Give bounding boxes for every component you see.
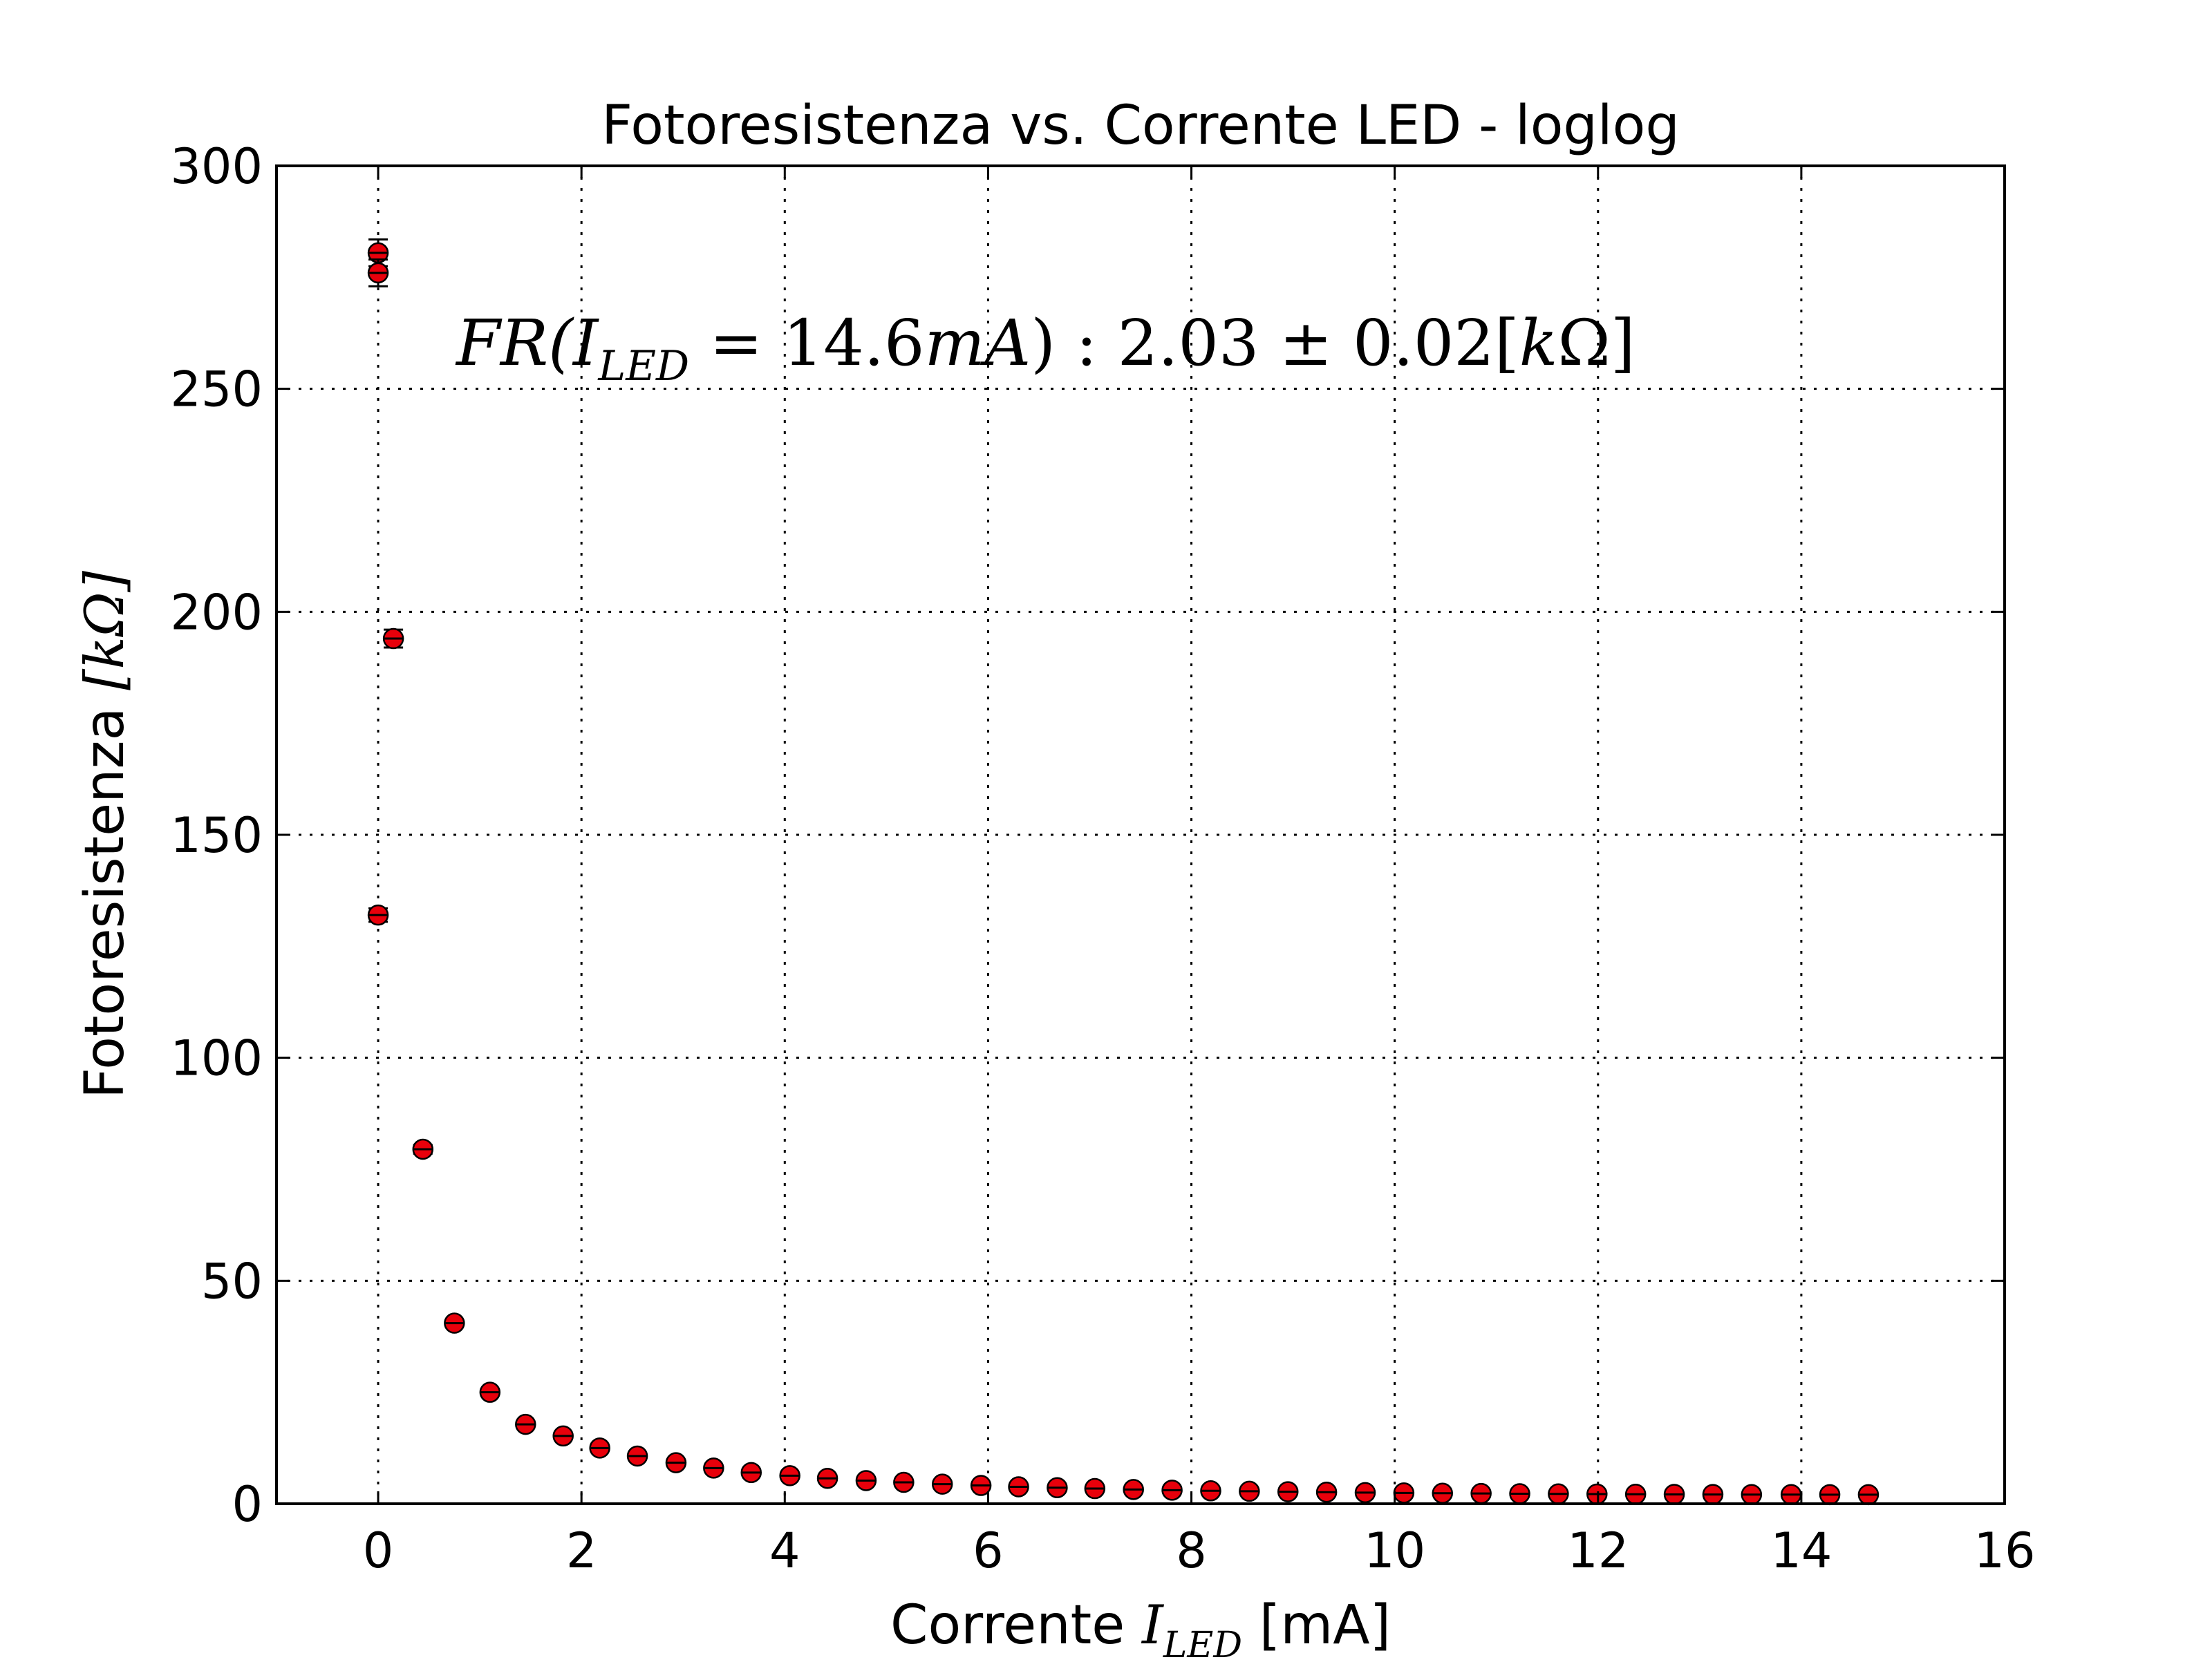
x-axis-label-subscript: LED (1163, 1625, 1242, 1659)
x-axis-label: Corrente ILED [mA] (890, 1594, 1391, 1659)
x-axis-label-suffix: [mA] (1242, 1594, 1391, 1656)
data-point (367, 258, 389, 287)
chart-title: Fotoresistenza vs. Corrente LED - loglog (601, 95, 1680, 157)
y-axis-label-prefix: Fotoresistenza (74, 690, 136, 1099)
y-tick-label: 300 (170, 138, 263, 195)
y-axis-label: Fotoresistenza [kΩ] (74, 571, 136, 1099)
data-point (1200, 1480, 1221, 1502)
x-axis-label-prefix: Corrente (890, 1594, 1142, 1656)
x-tick-label: 4 (769, 1522, 800, 1579)
data-point (703, 1457, 724, 1479)
data-point (1354, 1482, 1376, 1504)
data-point (816, 1467, 838, 1489)
data-point (1161, 1480, 1183, 1501)
annotation-part-2: I (572, 306, 599, 380)
data-point (1084, 1477, 1106, 1500)
x-axis-label-math: I (1141, 1594, 1165, 1656)
data-point (1470, 1482, 1492, 1504)
data-point (1663, 1484, 1685, 1505)
data-point (1239, 1480, 1260, 1502)
data-point (626, 1445, 648, 1467)
data-point (1123, 1479, 1144, 1500)
annotation-part-4: = 14.6 (689, 306, 924, 380)
data-point (1857, 1484, 1880, 1506)
data-point (970, 1475, 992, 1496)
data-point (1432, 1482, 1454, 1504)
data-point (412, 1138, 434, 1160)
annotation-text: FR(ILED = 14.6mA) : 2.03 ± 0.02[kΩ] (455, 306, 1635, 390)
data-point (444, 1312, 465, 1334)
x-tick-label: 6 (973, 1522, 1004, 1579)
data-point (1393, 1482, 1415, 1504)
data-point (1741, 1484, 1763, 1505)
data-point (855, 1470, 877, 1491)
data-point (779, 1465, 800, 1486)
y-tick-label: 150 (170, 807, 263, 864)
data-point (893, 1471, 915, 1493)
y-tick-label: 0 (232, 1476, 263, 1533)
y-tick-label: 100 (170, 1030, 263, 1087)
data-point (1277, 1481, 1299, 1502)
y-tick-label: 200 (170, 584, 263, 641)
x-tick-label: 14 (1770, 1522, 1832, 1579)
x-tick-label: 10 (1364, 1522, 1425, 1579)
data-point (1509, 1483, 1530, 1504)
data-point (479, 1381, 501, 1403)
data-point (1315, 1481, 1338, 1503)
x-tick-label: 8 (1176, 1522, 1207, 1579)
y-axis-label-math: [kΩ] (74, 571, 136, 690)
data-point (1819, 1484, 1841, 1506)
annotation-part-6: ) : 2.03 ± 0.02[ (1031, 306, 1519, 380)
data-point (665, 1452, 687, 1473)
data-point (1548, 1483, 1569, 1505)
data-point (1624, 1484, 1647, 1505)
data-point (1780, 1484, 1802, 1506)
annotation-part-5: mA (925, 306, 1031, 380)
data-point (382, 627, 404, 650)
data-point (1702, 1484, 1724, 1505)
annotation-part-1: FR( (455, 306, 574, 380)
data-point (589, 1437, 610, 1459)
data-point (1047, 1477, 1068, 1499)
annotation-part-8: Ω] (1557, 306, 1635, 380)
y-tick-label: 250 (170, 361, 263, 418)
x-tick-label: 12 (1567, 1522, 1629, 1579)
data-point (552, 1425, 574, 1447)
data-layer (367, 238, 1880, 1506)
x-tick-label: 16 (1974, 1522, 2035, 1579)
data-point (515, 1413, 536, 1435)
x-tick-label: 0 (363, 1522, 394, 1579)
data-point (1008, 1476, 1029, 1498)
y-tick-label: 50 (201, 1253, 263, 1310)
data-point (931, 1473, 953, 1495)
tick-layer: 0 2 4 6 8 10 12 14 16 0 50 100 150 200 250 300 (170, 138, 2035, 1579)
annotation-part-7: k (1519, 306, 1558, 380)
x-tick-label: 2 (566, 1522, 597, 1579)
annotation-part-3: LED (597, 342, 689, 390)
data-point (367, 904, 389, 926)
data-point (740, 1462, 762, 1484)
